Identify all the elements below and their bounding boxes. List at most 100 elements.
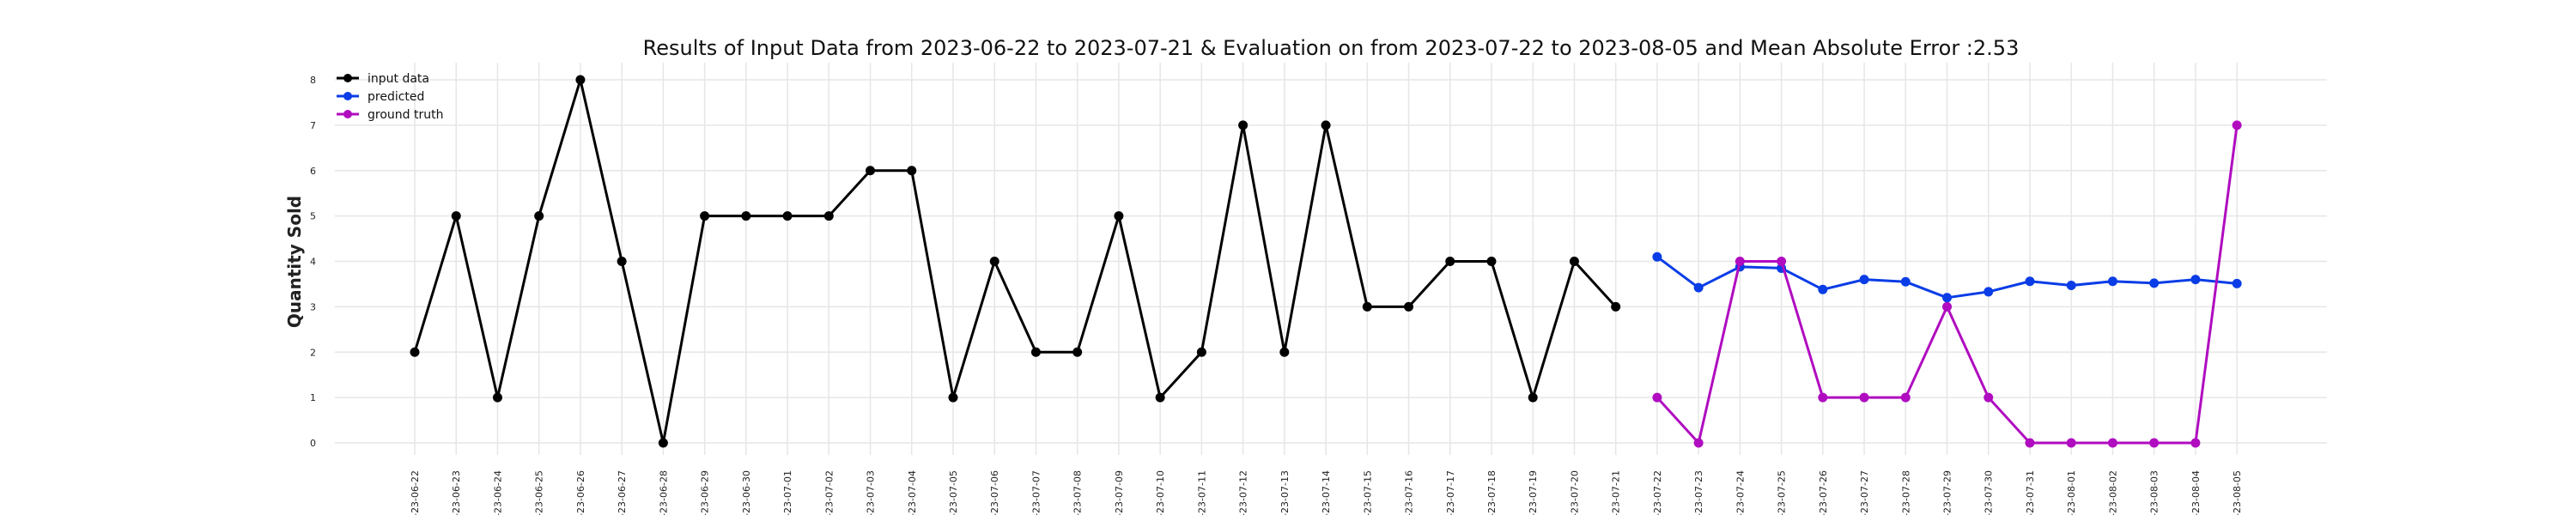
- legend-swatch-marker: [343, 110, 352, 118]
- x-tick-label: -23-07-31: [2025, 470, 2036, 515]
- x-tick-label: -23-07-06: [989, 470, 1000, 515]
- legend-label: predicted: [368, 90, 424, 104]
- data-point-input-data: [1528, 392, 1538, 403]
- x-tick-label: -23-07-13: [1279, 470, 1291, 515]
- x-tick-label: -23-07-25: [1777, 470, 1788, 515]
- data-point-input-data: [1445, 257, 1455, 266]
- data-point-input-data: [1279, 347, 1290, 357]
- data-point-ground-truth: [1735, 257, 1745, 266]
- data-point-input-data: [1238, 120, 1249, 130]
- x-tick-label: -23-07-11: [1196, 470, 1207, 515]
- data-point-input-data: [617, 257, 627, 266]
- x-tick-label: -23-08-02: [2107, 470, 2118, 515]
- series-input-data: [410, 75, 1621, 448]
- data-point-predicted: [2025, 276, 2035, 287]
- data-point-predicted: [1652, 251, 1662, 262]
- data-point-input-data: [1321, 120, 1331, 130]
- x-tick-label: -23-08-05: [2232, 470, 2243, 515]
- data-point-ground-truth: [1652, 392, 1662, 403]
- x-tick-label: -23-07-27: [1859, 470, 1870, 515]
- data-point-predicted: [1818, 284, 1828, 294]
- x-tick-label: -23-07-17: [1445, 470, 1456, 515]
- data-point-ground-truth: [1777, 257, 1787, 266]
- data-point-input-data: [575, 75, 586, 85]
- data-point-predicted: [2066, 281, 2076, 291]
- data-point-input-data: [1569, 257, 1579, 266]
- legend-swatch-marker: [343, 74, 352, 82]
- legend: input data predicted ground truth: [337, 72, 443, 122]
- data-point-ground-truth: [2190, 438, 2201, 448]
- x-tick-label: -23-07-21: [1611, 470, 1622, 515]
- data-point-input-data: [1114, 211, 1124, 221]
- x-tick-label: -23-07-03: [866, 470, 877, 515]
- x-tick-label: -23-07-23: [1693, 470, 1704, 515]
- x-tick-label: -23-08-04: [2190, 470, 2202, 515]
- x-tick-label: -23-06-24: [492, 470, 503, 515]
- data-point-predicted: [1984, 287, 1994, 297]
- data-point-predicted: [1942, 293, 1953, 303]
- y-tick-label: 0: [310, 438, 316, 449]
- data-point-ground-truth: [1942, 301, 1953, 312]
- x-tick-label: -23-08-03: [2149, 470, 2160, 515]
- x-tick-label: -23-07-26: [1818, 470, 1829, 515]
- x-tick-label: -23-07-16: [1404, 470, 1415, 515]
- x-tick-label: -23-07-04: [907, 470, 918, 515]
- y-tick-label: 7: [310, 120, 316, 131]
- y-tick-label: 5: [310, 211, 316, 222]
- data-point-ground-truth: [1818, 392, 1828, 403]
- y-axis-label: Quantity Sold: [284, 196, 305, 328]
- y-tick-label: 1: [310, 392, 316, 403]
- x-tick-label: -23-07-30: [1984, 470, 1995, 515]
- x-tick-label: -23-07-19: [1528, 470, 1539, 515]
- data-point-predicted: [2190, 275, 2201, 285]
- data-point-ground-truth: [2066, 438, 2076, 448]
- x-tick-label: -23-07-07: [1030, 470, 1042, 515]
- x-tick-label: -23-06-26: [575, 470, 586, 515]
- x-tick-label: -23-07-05: [948, 470, 959, 515]
- data-point-input-data: [1404, 301, 1414, 312]
- legend-item-predicted: predicted: [337, 90, 424, 104]
- data-point-input-data: [1196, 347, 1206, 357]
- data-point-input-data: [866, 166, 876, 176]
- x-tick-label: -23-06-29: [700, 470, 711, 515]
- data-point-predicted: [1900, 276, 1911, 287]
- data-point-input-data: [534, 211, 544, 221]
- x-tick-label: -23-07-02: [823, 470, 835, 515]
- data-point-predicted: [2232, 278, 2242, 288]
- data-point-ground-truth: [1859, 392, 1869, 403]
- data-point-predicted: [2149, 278, 2160, 288]
- x-tick-label: -23-06-30: [741, 470, 752, 515]
- x-tick-label: -23-07-18: [1486, 470, 1498, 515]
- x-tick-label: -23-06-22: [410, 470, 421, 515]
- data-point-input-data: [658, 438, 668, 448]
- legend-item-input-data: input data: [337, 72, 429, 86]
- legend-label: input data: [368, 72, 429, 86]
- x-tick-label: -23-08-01: [2066, 470, 2077, 515]
- data-point-input-data: [451, 211, 461, 221]
- legend-swatch-marker: [343, 92, 352, 100]
- data-point-input-data: [1362, 301, 1372, 312]
- data-point-input-data: [741, 211, 751, 221]
- x-tick-label: -23-07-22: [1652, 470, 1663, 515]
- x-tick-label: -23-07-15: [1362, 470, 1373, 515]
- x-tick-label: -23-07-12: [1238, 470, 1249, 515]
- data-point-input-data: [782, 211, 793, 221]
- x-tick-label: -23-06-25: [534, 470, 545, 515]
- x-tick-label: -23-07-14: [1321, 470, 1332, 515]
- y-tick-label: 2: [310, 347, 316, 358]
- data-point-input-data: [823, 211, 834, 221]
- data-point-ground-truth: [2107, 438, 2117, 448]
- x-tick-label: -23-07-20: [1569, 470, 1580, 515]
- series-line-input-data: [413, 78, 1617, 445]
- data-point-predicted: [2107, 276, 2117, 287]
- x-tick-label: -23-06-27: [617, 470, 628, 515]
- data-point-input-data: [1155, 392, 1165, 403]
- y-tick-label: 3: [310, 301, 316, 312]
- data-point-ground-truth: [2025, 438, 2035, 448]
- grid: [335, 63, 2327, 455]
- data-point-ground-truth: [2149, 438, 2160, 448]
- legend-label: ground truth: [368, 108, 443, 122]
- x-tick-label: -23-07-01: [782, 470, 793, 515]
- y-tick-label: 4: [310, 257, 316, 268]
- series-ground-truth: [1652, 120, 2242, 448]
